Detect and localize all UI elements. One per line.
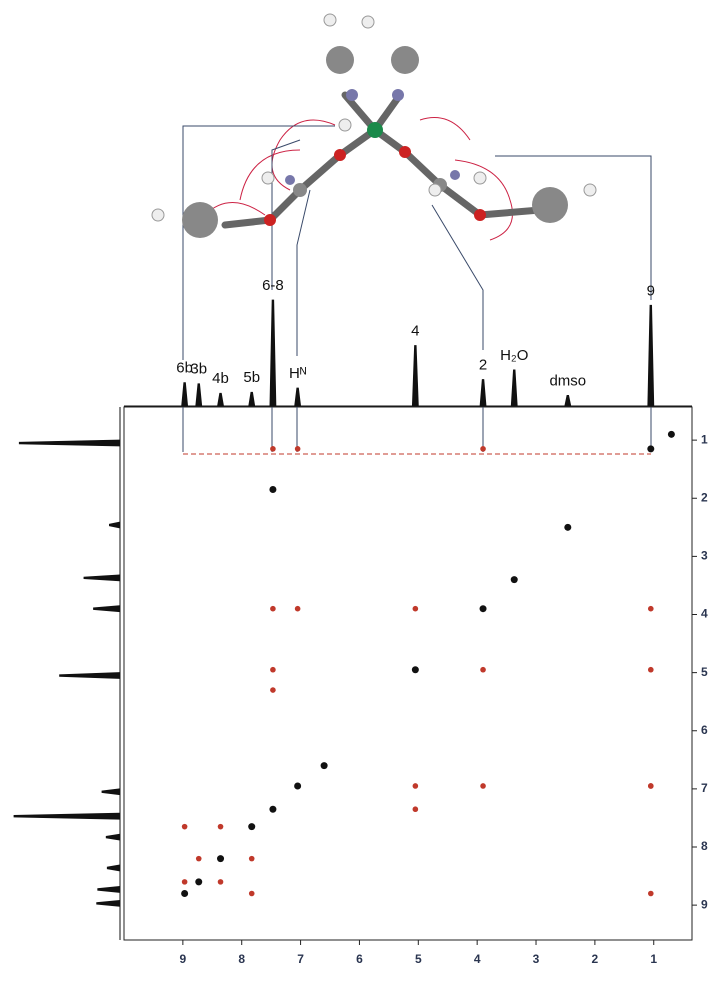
x-tick-label: 5 — [415, 952, 422, 966]
y-tick-label: 6 — [701, 723, 708, 737]
cross-peak — [295, 446, 301, 452]
spectrum-peak — [182, 383, 188, 406]
cross-peak — [249, 891, 255, 897]
projection-peak — [19, 440, 120, 446]
projection-peak — [107, 865, 120, 871]
x-tick-label: 7 — [297, 952, 304, 966]
cross-peak — [182, 824, 188, 830]
y-tick-label: 2 — [701, 490, 708, 504]
spectrum-peak — [270, 300, 276, 406]
x-tick-label: 4 — [474, 952, 481, 966]
spectrum-peak — [249, 392, 255, 406]
x-tick-label: 8 — [238, 952, 245, 966]
projection-peak — [106, 834, 120, 840]
spectrum-peak — [295, 388, 301, 406]
cross-peak — [270, 687, 276, 693]
peak-label: H₂O — [500, 347, 528, 364]
cross-peak — [480, 446, 486, 452]
cross-peak — [413, 783, 419, 789]
projection-peak — [97, 900, 120, 906]
cross-peak — [217, 855, 224, 862]
cross-peak — [248, 823, 255, 830]
y-tick-label: 7 — [701, 781, 708, 795]
cross-peak — [269, 806, 276, 813]
x-tick-label: 6 — [356, 952, 363, 966]
x-tick-label: 9 — [180, 952, 187, 966]
cross-peak — [270, 667, 276, 673]
plot-frame — [124, 407, 692, 940]
projection-peak — [109, 522, 120, 528]
x-tick-label: 3 — [533, 952, 540, 966]
x-tick-label: 2 — [592, 952, 599, 966]
peak-label: 6-8 — [262, 277, 284, 294]
cross-peak — [413, 806, 419, 812]
spectrum-peak — [480, 380, 486, 407]
cross-peak — [480, 605, 487, 612]
spectrum-peak — [196, 384, 202, 406]
cross-peak — [648, 606, 654, 612]
cross-peak — [295, 606, 301, 612]
cross-peak — [413, 606, 419, 612]
cross-peak — [564, 524, 571, 531]
y-tick-label: 1 — [701, 432, 708, 446]
cross-peak — [321, 762, 328, 769]
cross-peak — [196, 856, 202, 862]
projection-peak — [84, 575, 120, 581]
cross-peak — [218, 879, 224, 885]
peak-label: 2 — [479, 356, 487, 373]
spectrum-peak — [565, 395, 571, 406]
peak-label: 5b — [243, 369, 260, 386]
spectrum-peak — [412, 346, 418, 406]
peak-label: dmso — [549, 372, 586, 389]
cross-peak — [668, 431, 675, 438]
cross-peak — [294, 782, 301, 789]
y-tick-label: 4 — [701, 607, 708, 621]
cross-peak — [270, 446, 276, 452]
cross-peak — [480, 667, 486, 673]
cross-peak — [195, 878, 202, 885]
projection-peak — [94, 606, 121, 612]
cross-peak — [648, 667, 654, 673]
projection-peak — [98, 886, 120, 892]
projection-peak — [60, 673, 120, 679]
peak-label: 4 — [411, 323, 419, 340]
cross-peak — [218, 824, 224, 830]
projection-peak — [102, 789, 120, 795]
peak-label: Hᴺ — [289, 365, 307, 382]
peak-label: 4b — [212, 370, 229, 387]
spectrum-peak — [218, 393, 224, 406]
cross-peak — [269, 486, 276, 493]
connector-lines — [183, 407, 651, 452]
cross-peak — [182, 879, 188, 885]
chart: 9876543211234567896b3b4b5b6-8Hᴺ42H₂Odmso… — [0, 0, 711, 1006]
cross-peak — [647, 445, 654, 452]
peak-label: 3b — [190, 361, 207, 378]
molecule — [152, 14, 651, 360]
peak-label: 9 — [647, 282, 655, 299]
cross-peak — [648, 783, 654, 789]
cross-peak — [412, 666, 419, 673]
x-tick-label: 1 — [650, 952, 657, 966]
cross-peak — [480, 783, 486, 789]
y-tick-label: 5 — [701, 665, 708, 679]
projection-peak — [14, 813, 120, 819]
cross-peak — [181, 890, 188, 897]
y-tick-label: 9 — [701, 897, 708, 911]
y-tick-label: 8 — [701, 839, 708, 853]
y-tick-label: 3 — [701, 549, 708, 563]
spectrum-peak — [511, 370, 517, 406]
cross-peak — [249, 856, 255, 862]
spectrum-peak — [648, 305, 654, 406]
cross-peak — [511, 576, 518, 583]
cross-peak — [270, 606, 276, 612]
cross-peak — [648, 891, 654, 897]
